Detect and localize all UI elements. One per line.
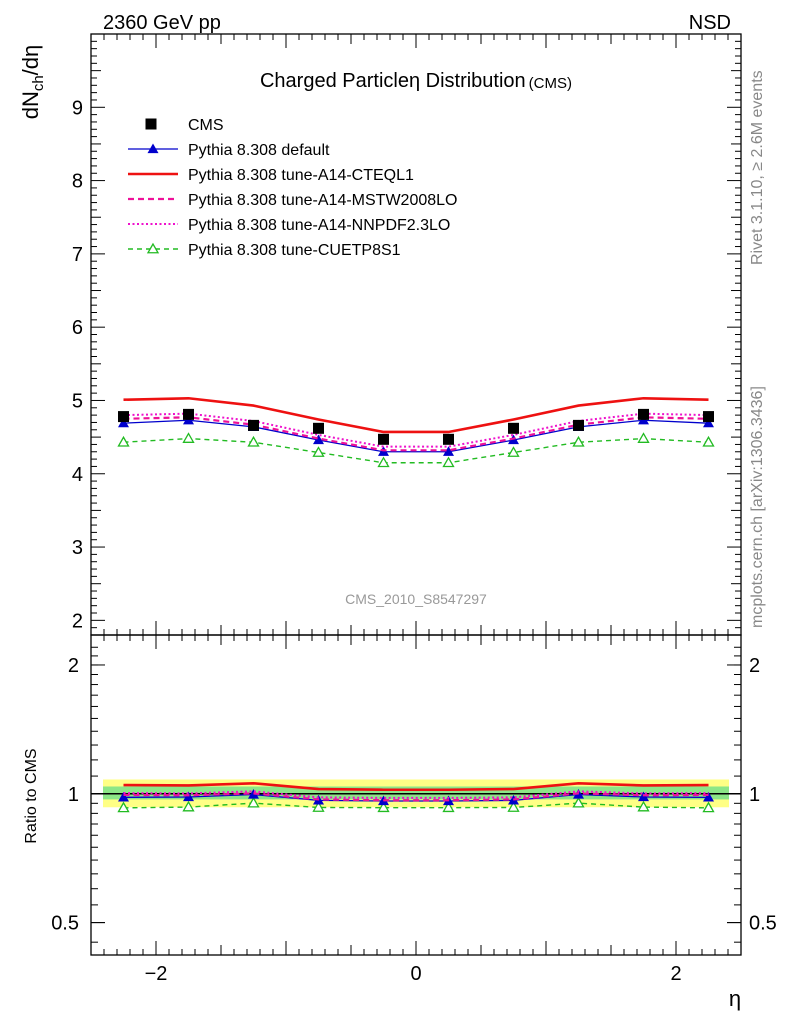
legend-label-pythia-8-308-tune-a14-mstw2008lo: Pythia 8.308 tune-A14-MSTW2008LO: [188, 192, 457, 209]
main-y-tick-label: 8: [72, 171, 83, 193]
legend-label-pythia-8-308-tune-a14-nnpdf2-3lo: Pythia 8.308 tune-A14-NNPDF2.3LO: [188, 217, 450, 234]
main-point-pythia-8-308-tune-cuetp8s1: [377, 456, 390, 468]
ratio-y-tick-label-right: 1: [749, 784, 760, 806]
ratio-point-pythia-8-308-tune-cuetp8s1: [572, 796, 585, 808]
cms-data-point: [573, 419, 584, 431]
legend-marker-pythia-8-308-tune-cuetp8s1: [146, 242, 160, 254]
legend-label-pythia-8-308-tune-a14-cteql1: Pythia 8.308 tune-A14-CTEQL1: [188, 167, 414, 184]
main-point-pythia-8-308-tune-cuetp8s1: [702, 435, 715, 447]
main-y-axis-label: dNch/dη: [18, 45, 47, 120]
ratio-y-tick-label: 1: [68, 784, 79, 806]
legend-label-pythia-8-308-tune-cuetp8s1: Pythia 8.308 tune-CUETP8S1: [188, 242, 401, 259]
main-y-tick-label: 5: [72, 390, 83, 412]
main-y-tick-label: 4: [72, 464, 83, 486]
cms-data-point: [508, 422, 519, 434]
ratio-point-pythia-8-308-tune-cuetp8s1: [442, 801, 455, 813]
legend: CMS Pythia 8.308 default Pythia 8.308 tune…: [128, 117, 457, 259]
main-panel: 2 3 4 5 6 7 8 9: [72, 33, 742, 636]
x-tick-label: −2: [145, 963, 168, 985]
main-line-pythia-8-308-default: [123, 419, 709, 453]
ratio-line-pythia-8-308-tune-a14-cteql1: [123, 782, 709, 792]
main-point-pythia-8-308-tune-cuetp8s1: [507, 446, 520, 457]
main-point-pythia-8-308-tune-cuetp8s1: [117, 435, 130, 447]
ratio-point-pythia-8-308-default: [703, 791, 714, 802]
cms-data-point: [183, 408, 194, 420]
legend-label-cms: CMS: [188, 117, 224, 134]
ratio-point-pythia-8-308-tune-cuetp8s1: [312, 801, 325, 812]
ratio-point-pythia-8-308-tune-cuetp8s1: [377, 801, 390, 813]
cms-data-point: [248, 419, 259, 431]
main-point-pythia-8-308-tune-cuetp8s1: [442, 456, 455, 468]
x-tick-label: 2: [670, 963, 681, 985]
ratio-y-tick-label: 0.5: [51, 913, 79, 935]
ratio-point-pythia-8-308-tune-cuetp8s1: [117, 801, 130, 813]
main-line-pythia-8-308-tune-a14-cteql1: [123, 396, 709, 434]
ratio-line-pythia-8-308-tune-a14-nnpdf2-3lo: [123, 790, 709, 799]
analysis-watermark: CMS_2010_S8547297: [345, 591, 487, 607]
main-point-pythia-8-308-default: [118, 417, 129, 428]
cms-data-point: [378, 433, 389, 445]
cms-data-point: [703, 411, 714, 423]
ratio-y-axis-label: Ratio to CMS: [23, 748, 40, 843]
header-left-label: 2360 GeV pp: [103, 12, 221, 34]
main-y-tick-label: 7: [72, 244, 83, 266]
main-line-pythia-8-308-tune-a14-nnpdf2-3lo: [123, 412, 709, 448]
ratio-point-pythia-8-308-default: [118, 791, 129, 802]
rivet-version-label: Rivet 3.1.10, ≥ 2.6M events: [749, 70, 766, 265]
cms-data-point: [443, 433, 454, 445]
ratio-panel: −2 0 2 0.5 0.5 1 1 2 2: [51, 634, 777, 985]
plot-title: Charged Particleη Distribution (CMS): [260, 70, 572, 92]
header-right-label: NSD: [689, 12, 731, 34]
ratio-line-pythia-8-308-tune-a14-mstw2008lo: [123, 792, 709, 802]
main-point-pythia-8-308-default: [313, 434, 324, 445]
main-y-tick-label: 6: [72, 317, 83, 339]
legend-label-pythia-8-308-default: Pythia 8.308 default: [188, 142, 330, 159]
x-tick-label: 0: [410, 963, 421, 985]
main-y-tick-label: 9: [72, 97, 83, 119]
ratio-line-pythia-8-308-tune-cuetp8s1: [123, 802, 709, 809]
ratio-y-tick-label-right: 2: [749, 655, 760, 677]
cms-data-point: [313, 422, 324, 434]
legend-marker-pythia-8-308-default: [147, 143, 159, 154]
main-point-pythia-8-308-default: [443, 446, 454, 456]
main-point-pythia-8-308-tune-cuetp8s1: [182, 432, 195, 443]
main-point-pythia-8-308-tune-cuetp8s1: [312, 446, 325, 457]
ratio-y-tick-label: 2: [68, 655, 79, 677]
ratio-point-pythia-8-308-tune-cuetp8s1: [702, 801, 715, 813]
legend-marker-cms: [145, 118, 157, 130]
cms-data-point: [118, 411, 129, 423]
ratio-uncertainty-band-inner: [103, 786, 729, 800]
mcplots-reference-label: mcplots.cern.ch [arXiv:1306.3436]: [749, 386, 766, 628]
ratio-point-pythia-8-308-tune-cuetp8s1: [507, 801, 520, 812]
main-point-pythia-8-308-default: [703, 417, 714, 428]
ratio-y-tick-label-right: 0.5: [749, 913, 777, 935]
ratio-point-pythia-8-308-tune-cuetp8s1: [182, 800, 195, 812]
main-y-tick-label: 2: [72, 610, 83, 632]
main-point-pythia-8-308-tune-cuetp8s1: [247, 435, 260, 447]
main-point-pythia-8-308-tune-cuetp8s1: [572, 435, 585, 447]
main-line-pythia-8-308-tune-a14-mstw2008lo: [123, 416, 709, 452]
ratio-point-pythia-8-308-tune-cuetp8s1: [247, 796, 260, 808]
cms-data-point: [638, 408, 649, 420]
x-axis-label: η: [729, 986, 741, 1011]
main-point-pythia-8-308-tune-cuetp8s1: [637, 432, 650, 443]
ratio-point-pythia-8-308-tune-cuetp8s1: [637, 800, 650, 812]
main-y-tick-label: 3: [72, 537, 83, 559]
main-line-pythia-8-308-tune-cuetp8s1: [123, 437, 709, 464]
